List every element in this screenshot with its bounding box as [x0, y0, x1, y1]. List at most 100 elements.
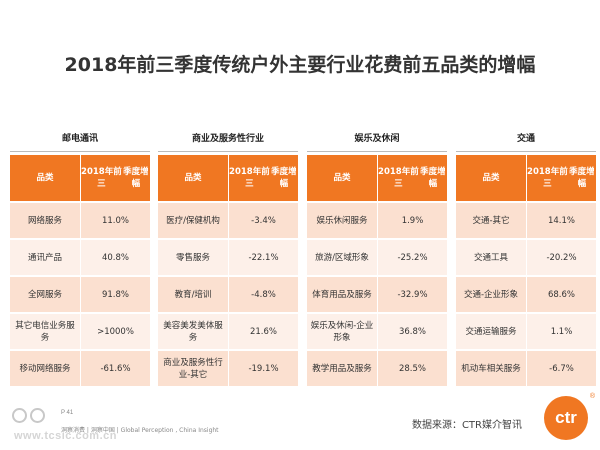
group-name: 邮电通讯 — [61, 134, 98, 144]
row-growth-value: 21.6% — [228, 314, 298, 349]
group-divider — [10, 151, 150, 152]
header-growth: 2018年前三 季度增幅 — [526, 155, 596, 201]
row-growth-value: -32.9% — [377, 277, 447, 312]
row-growth-value: -19.1% — [228, 351, 298, 386]
header-growth-line1: 2018年前三 — [527, 167, 568, 189]
row-growth-value: 11.0% — [80, 203, 150, 238]
row-growth-value: -6.7% — [526, 351, 596, 386]
table-row: 娱乐及休闲-企业形象 36.8% — [307, 314, 447, 349]
page-number: P 41 — [61, 410, 74, 416]
header-growth: 2018年前三 季度增幅 — [228, 155, 298, 201]
table-header: 品类 2018年前三 季度增幅 — [10, 155, 150, 201]
table-row: 美容美发美体服务 21.6% — [158, 314, 298, 349]
row-growth-value: -3.4% — [228, 203, 298, 238]
row-category: 全网服务 — [10, 277, 80, 312]
growth-table: 品类 2018年前三 季度增幅 交通-其它 14.1% 交通工具 -20.2% 交通-企业形象… — [456, 155, 596, 386]
row-growth-value: -22.1% — [228, 240, 298, 275]
industry-group: 商业及服务性行业 品类 2018年前三 季度增幅 医疗/保健机构 -3.4% 零售服务 -22… — [158, 133, 298, 386]
page-title: 2018年前三季度传统户外主要行业花费前五品类的增幅 — [64, 54, 536, 76]
table-header: 品类 2018年前三 季度增幅 — [158, 155, 298, 201]
registered-mark: ® — [589, 393, 595, 400]
row-growth-value: -25.2% — [377, 240, 447, 275]
table-row: 交通运输服务 1.1% — [456, 314, 596, 349]
row-growth-value: 36.8% — [377, 314, 447, 349]
table-row: 教育/培训 -4.8% — [158, 277, 298, 312]
table-row: 体育用品及服务 -32.9% — [307, 277, 447, 312]
row-growth-value: -4.8% — [228, 277, 298, 312]
row-growth-value: 91.8% — [80, 277, 150, 312]
footer-tagline: 洞察消费 | 洞察中国 | Global Perception , China … — [61, 427, 219, 434]
growth-table: 品类 2018年前三 季度增幅 网络服务 11.0% 通讯产品 40.8% 全网服务 91.8%… — [10, 155, 150, 386]
row-category: 交通-其它 — [456, 203, 526, 238]
header-category: 品类 — [482, 173, 500, 183]
row-growth-value: 40.8% — [80, 240, 150, 275]
row-growth-value: 1.1% — [526, 314, 596, 349]
row-category: 交通-企业形象 — [456, 277, 526, 312]
table-header: 品类 2018年前三 季度增幅 — [307, 155, 447, 201]
header-growth: 2018年前三 季度增幅 — [80, 155, 150, 201]
group-divider — [456, 151, 596, 152]
row-growth-value: 28.5% — [377, 351, 447, 386]
data-source: 数据来源：CTR媒介智讯 — [411, 420, 522, 431]
header-category: 品类 — [184, 173, 202, 183]
watermark-url: www.tcsic.com.cn — [14, 430, 117, 442]
table-row: 医疗/保健机构 -3.4% — [158, 203, 298, 238]
group-name: 娱乐及休闲 — [354, 134, 400, 144]
row-category: 医疗/保健机构 — [158, 203, 228, 238]
table-row: 娱乐休闲服务 1.9% — [307, 203, 447, 238]
row-category: 机动车相关服务 — [456, 351, 526, 386]
row-category: 移动网络服务 — [10, 351, 80, 386]
row-growth-value: -61.6% — [80, 351, 150, 386]
header-growth-line2: 季度增幅 — [420, 167, 446, 189]
row-category: 娱乐及休闲-企业形象 — [307, 314, 377, 349]
row-category: 交通工具 — [456, 240, 526, 275]
table-row: 通讯产品 40.8% — [10, 240, 150, 275]
header-category: 品类 — [36, 173, 54, 183]
row-growth-value: 14.1% — [526, 203, 596, 238]
table-row: 网络服务 11.0% — [10, 203, 150, 238]
growth-table: 品类 2018年前三 季度增幅 医疗/保健机构 -3.4% 零售服务 -22.1% 教育/培训… — [158, 155, 298, 386]
row-category: 娱乐休闲服务 — [307, 203, 377, 238]
table-row: 机动车相关服务 -6.7% — [456, 351, 596, 386]
row-category: 商业及服务性行业-其它 — [158, 351, 228, 386]
header-growth-line2: 季度增幅 — [123, 167, 149, 189]
header-growth-line1: 2018年前三 — [81, 167, 122, 189]
header-growth-line1: 2018年前三 — [229, 167, 270, 189]
table-row: 教学用品及服务 28.5% — [307, 351, 447, 386]
watermark-logo-icon — [12, 408, 46, 426]
header-growth-line2: 季度增幅 — [569, 167, 595, 189]
row-growth-value: 1.9% — [377, 203, 447, 238]
industry-group: 邮电通讯 品类 2018年前三 季度增幅 网络服务 11.0% 通讯产品 40.8% 全网服务 9… — [10, 133, 150, 386]
header-growth-line2: 季度增幅 — [271, 167, 297, 189]
group-divider — [158, 151, 298, 152]
row-growth-value: -20.2% — [526, 240, 596, 275]
header-category: 品类 — [333, 173, 351, 183]
table-header: 品类 2018年前三 季度增幅 — [456, 155, 596, 201]
group-name: 交通 — [516, 134, 535, 144]
table-row: 交通工具 -20.2% — [456, 240, 596, 275]
row-category: 旅游/区域形象 — [307, 240, 377, 275]
table-row: 商业及服务性行业-其它 -19.1% — [158, 351, 298, 386]
row-category: 网络服务 — [10, 203, 80, 238]
row-growth-value: >1000% — [80, 314, 150, 349]
growth-table: 品类 2018年前三 季度增幅 娱乐休闲服务 1.9% 旅游/区域形象 -25.2% 体育用品… — [307, 155, 447, 386]
industry-group: 娱乐及休闲品类 2018年前三 季度增幅 娱乐休闲服务 1.9% 旅游/区域形象 -25.2… — [307, 133, 447, 386]
ctr-logo-text: ctr — [555, 408, 577, 427]
ctr-logo: ctr — [544, 396, 588, 440]
header-growth: 2018年前三 季度增幅 — [377, 155, 447, 201]
row-category: 教育/培训 — [158, 277, 228, 312]
table-row: 其它电信业务服务 >1000% — [10, 314, 150, 349]
row-category: 通讯产品 — [10, 240, 80, 275]
row-category: 零售服务 — [158, 240, 228, 275]
table-row: 交通-其它 14.1% — [456, 203, 596, 238]
row-category: 其它电信业务服务 — [10, 314, 80, 349]
group-name: 商业及服务性行业 — [191, 134, 264, 144]
table-row: 旅游/区域形象 -25.2% — [307, 240, 447, 275]
row-growth-value: 68.6% — [526, 277, 596, 312]
table-row: 零售服务 -22.1% — [158, 240, 298, 275]
row-category: 体育用品及服务 — [307, 277, 377, 312]
row-category: 交通运输服务 — [456, 314, 526, 349]
table-row: 全网服务 91.8% — [10, 277, 150, 312]
table-row: 移动网络服务 -61.6% — [10, 351, 150, 386]
row-category: 美容美发美体服务 — [158, 314, 228, 349]
